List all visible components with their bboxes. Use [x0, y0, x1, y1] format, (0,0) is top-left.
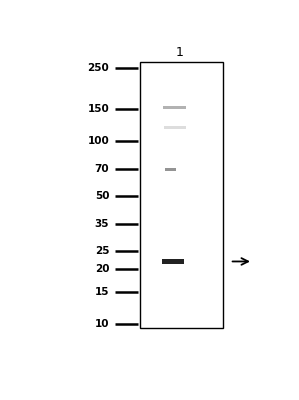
Text: 150: 150	[88, 104, 109, 114]
Bar	[141, 62, 223, 328]
Text: 250: 250	[88, 63, 109, 73]
Text: 50: 50	[95, 191, 109, 201]
Text: 70: 70	[94, 164, 109, 174]
Text: 15: 15	[95, 287, 109, 297]
Bar	[164, 126, 186, 129]
Bar	[162, 259, 184, 264]
Text: 100: 100	[88, 136, 109, 146]
Bar	[163, 106, 186, 109]
Bar	[165, 168, 176, 171]
Text: 35: 35	[95, 220, 109, 230]
Text: 1: 1	[176, 46, 184, 59]
Text: 20: 20	[95, 264, 109, 274]
Text: 10: 10	[95, 319, 109, 329]
Text: 25: 25	[95, 246, 109, 256]
